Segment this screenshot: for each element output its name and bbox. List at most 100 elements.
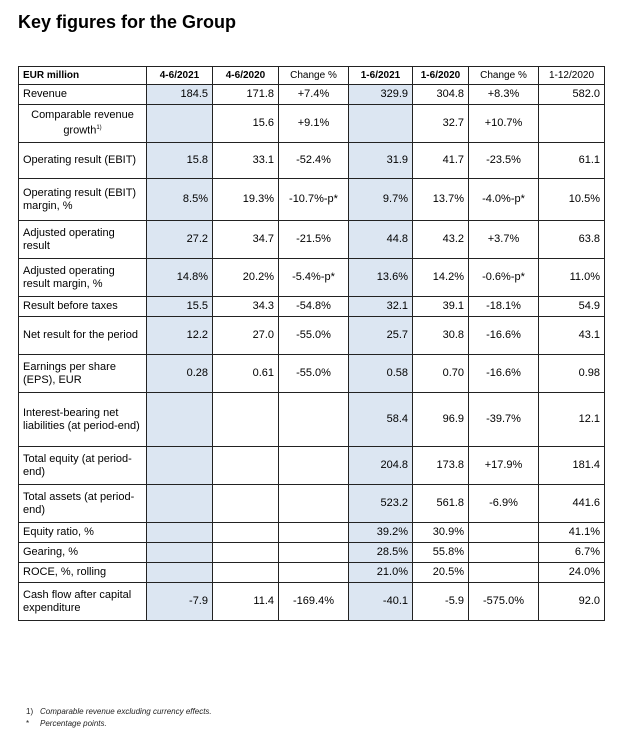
table-cell: 27.0 <box>212 316 279 355</box>
table-cell: 11.0% <box>538 258 605 297</box>
table-cell: -54.8% <box>278 296 349 317</box>
row-label: Total equity (at period-end) <box>18 446 147 485</box>
table-cell: 25.7 <box>348 316 413 355</box>
table-cell <box>278 542 349 563</box>
column-header: Change % <box>278 66 349 85</box>
table-row: Earnings per share (EPS), EUR 0.28 0.61 -55… <box>18 354 605 393</box>
table-cell: 43.1 <box>538 316 605 355</box>
table-cell <box>468 562 539 583</box>
table-row: Operating result (EBIT) margin, % 8.5% 19.… <box>18 178 605 221</box>
row-label: Operating result (EBIT) <box>18 142 147 179</box>
table-cell: +10.7% <box>468 104 539 143</box>
table-cell: 41.7 <box>412 142 469 179</box>
row-label: Total assets (at period-end) <box>18 484 147 523</box>
table-cell: -18.1% <box>468 296 539 317</box>
table-cell: 12.1 <box>538 392 605 447</box>
table-cell: 0.61 <box>212 354 279 393</box>
table-cell: 173.8 <box>412 446 469 485</box>
table-cell: 34.3 <box>212 296 279 317</box>
table-cell <box>348 104 413 143</box>
table-cell: 39.1 <box>412 296 469 317</box>
table-cell <box>212 392 279 447</box>
table-cell: 39.2% <box>348 522 413 543</box>
row-label-text: Operating result (EBIT) <box>23 154 137 166</box>
row-label: Cash flow after capital expenditure <box>18 582 147 621</box>
table-cell: 30.9% <box>412 522 469 543</box>
table-row: Result before taxes 15.5 34.3 -54.8% 32.1 39.… <box>18 296 605 317</box>
table-cell: 27.2 <box>146 220 213 259</box>
row-label-text: Total assets (at period-end) <box>23 490 135 516</box>
row-label-text: Revenue <box>23 88 68 100</box>
table-row: Cash flow after capital expenditure -7.9 1… <box>18 582 605 621</box>
table-cell: 21.0% <box>348 562 413 583</box>
table-cell: +3.7% <box>468 220 539 259</box>
table-row: Total equity (at period-end) 204.8 173.8 +1… <box>18 446 605 485</box>
table-cell: 41.1% <box>538 522 605 543</box>
table-cell: 54.9 <box>538 296 605 317</box>
table-cell: +7.4% <box>278 84 349 105</box>
table-cell: 304.8 <box>412 84 469 105</box>
table-cell: 329.9 <box>348 84 413 105</box>
table-cell: -16.6% <box>468 316 539 355</box>
column-header: Change % <box>468 66 539 85</box>
table-row: Operating result (EBIT) 15.8 33.1 -52.4% 31.… <box>18 142 605 179</box>
table-cell: 15.5 <box>146 296 213 317</box>
table-cell: 43.2 <box>412 220 469 259</box>
row-label: Equity ratio, % <box>18 522 147 543</box>
table-cell: 61.1 <box>538 142 605 179</box>
row-label: Interest-bearing net liabilities (at per… <box>18 392 147 447</box>
table-cell: -21.5% <box>278 220 349 259</box>
table-cell: 14.2% <box>412 258 469 297</box>
table-cell: -10.7%-p* <box>278 178 349 221</box>
row-label: ROCE, %, rolling <box>18 562 147 583</box>
row-label-text: Cash flow after capital expenditure <box>23 588 132 614</box>
table-cell <box>278 484 349 523</box>
row-label-text: Net result for the period <box>23 329 138 341</box>
row-label: Earnings per share (EPS), EUR <box>18 354 147 393</box>
table-cell: 14.8% <box>146 258 213 297</box>
row-label: Operating result (EBIT) margin, % <box>18 178 147 221</box>
table-cell: 11.4 <box>212 582 279 621</box>
table-cell: 0.58 <box>348 354 413 393</box>
table-cell: -40.1 <box>348 582 413 621</box>
table-cell <box>278 446 349 485</box>
table-cell: 34.7 <box>212 220 279 259</box>
table-cell: 582.0 <box>538 84 605 105</box>
table-cell: 32.1 <box>348 296 413 317</box>
table-cell: +8.3% <box>468 84 539 105</box>
table-cell: 44.8 <box>348 220 413 259</box>
table-cell <box>212 484 279 523</box>
table-header-row: EUR million 4-6/2021 4-6/2020 Change % 1… <box>18 66 605 85</box>
table-cell <box>212 542 279 563</box>
table-cell <box>146 446 213 485</box>
table-cell <box>538 104 605 143</box>
table-cell: 32.7 <box>412 104 469 143</box>
row-label: Net result for the period <box>18 316 147 355</box>
table-cell: 184.5 <box>146 84 213 105</box>
table-cell: 171.8 <box>212 84 279 105</box>
table-cell: 9.7% <box>348 178 413 221</box>
table-cell: 31.9 <box>348 142 413 179</box>
key-figures-table: EUR million 4-6/2021 4-6/2020 Change % 1… <box>18 66 605 621</box>
table-cell <box>212 522 279 543</box>
table-row: Total assets (at period-end) 523.2 561.8 -6… <box>18 484 605 523</box>
table-cell: 30.8 <box>412 316 469 355</box>
table-cell: -5.9 <box>412 582 469 621</box>
table-cell <box>278 392 349 447</box>
table-body: Revenue 184.5 171.8 +7.4% 329.9 304.8 +8.3% 582… <box>18 84 605 621</box>
table-row: Revenue 184.5 171.8 +7.4% 329.9 304.8 +8.3% 582… <box>18 84 605 105</box>
table-cell: 20.2% <box>212 258 279 297</box>
table-cell: 20.5% <box>412 562 469 583</box>
row-label-text: Interest-bearing net liabilities (at per… <box>23 406 140 432</box>
table-cell <box>146 392 213 447</box>
table-cell <box>212 446 279 485</box>
table-cell: 0.70 <box>412 354 469 393</box>
table-cell: 0.28 <box>146 354 213 393</box>
table-cell <box>146 522 213 543</box>
table-cell <box>146 104 213 143</box>
table-cell: 6.7% <box>538 542 605 563</box>
column-header: 1-6/2021 <box>348 66 413 85</box>
table-cell <box>146 542 213 563</box>
row-label-text: Comparable revenue growth <box>31 109 134 137</box>
row-label-text: Equity ratio, % <box>23 526 94 538</box>
